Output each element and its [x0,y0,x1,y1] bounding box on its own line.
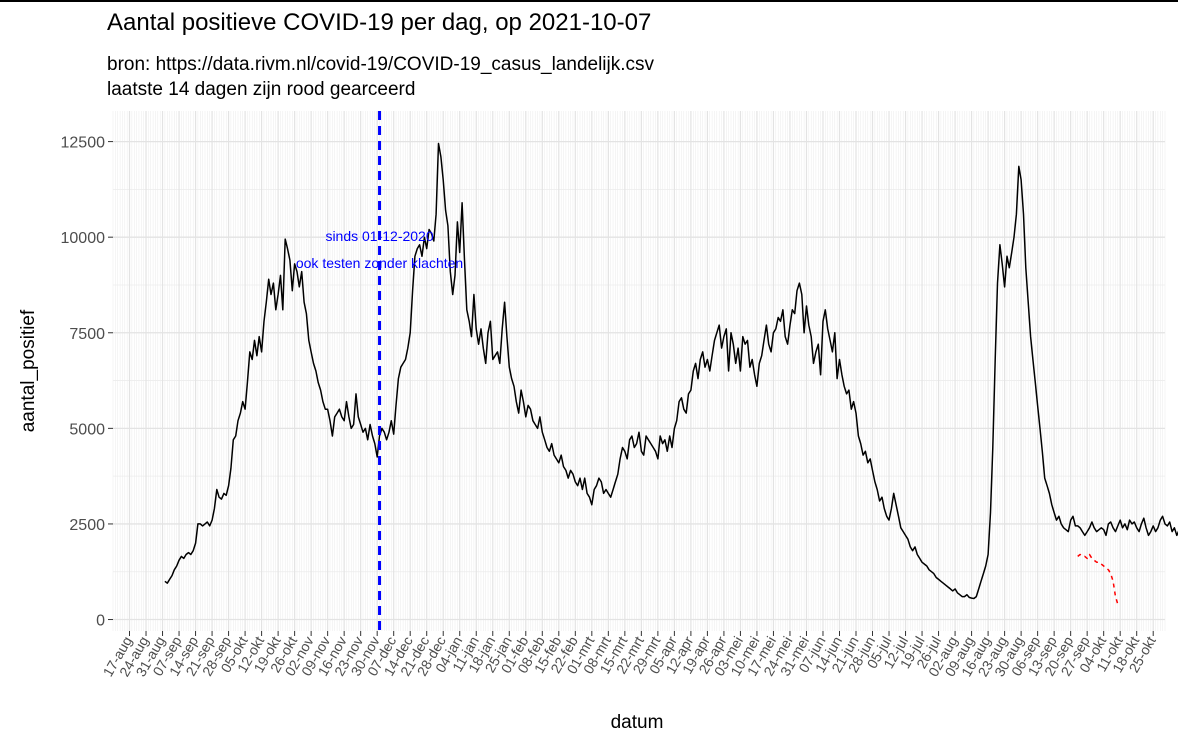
chart-subtitle-source: bron: https://data.rivm.nl/covid-19/COVI… [107,54,655,75]
annotation-text-line: sinds 01-12-2020 [325,228,433,244]
grid-major [113,111,1165,631]
series-line-last-14-days [1077,553,1119,605]
y-axis-title: aantal_positief [18,309,39,432]
chart-title: Aantal positieve COVID-19 per dag, op 20… [107,9,652,36]
y-tick-label: 0 [96,613,105,630]
chart-subtitle-note: laatste 14 dagen zijn rood gearceerd [107,79,416,100]
series-lines [164,142,1178,605]
y-tick-label: 7500 [69,326,105,343]
y-axis: 0 2500 5000 7500 10000 12500 [61,135,113,630]
y-tick-label: 2500 [69,517,105,534]
grid-minor [112,111,1166,631]
series-line-positive-cases [164,142,1178,600]
y-tick-label: 5000 [69,421,105,438]
x-axis: 17-aug24-aug31-aug07-sep14-sep21-sep28-s… [99,631,1159,679]
y-tick-label: 12500 [61,135,106,152]
annotation-text-line: ook testen zonder klachten [296,255,463,271]
top-border-line [0,0,1178,2]
annotations: sinds 01-12-2020 ook testen zonder klacht… [296,111,463,631]
y-tick-label: 10000 [61,230,106,247]
x-axis-title: datum [611,712,664,733]
